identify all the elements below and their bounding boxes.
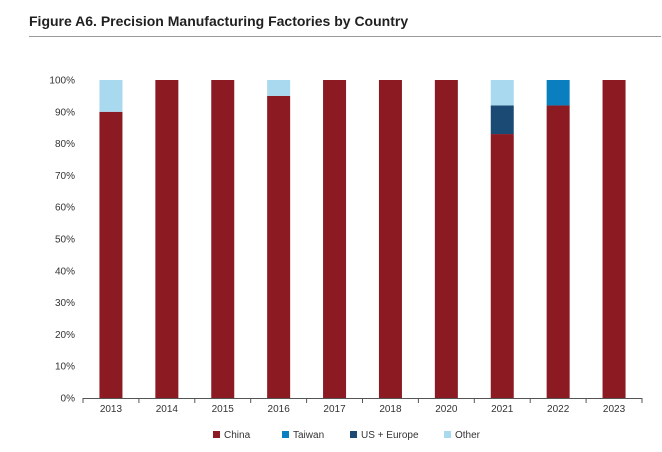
legend-swatch-taiwan [282,431,289,438]
y-axis: 0% 10% 20% 30% 40% 50% 60% 70% 80% 90% 100% [49,76,75,405]
bar-segment-china-2017 [323,80,347,398]
y-tick-label: 50% [55,235,75,246]
bar-segment-china-2021 [490,134,514,398]
bars [99,80,626,399]
y-tick-label: 40% [55,266,75,277]
legend: China Taiwan US + Europe Other [213,430,481,441]
bar-segment-china-2018 [378,80,402,398]
y-tick-label: 80% [55,139,75,150]
x-tick-label: 2016 [268,404,291,415]
bar-segment-us-europe-2021 [490,105,514,135]
y-tick-label: 90% [55,107,75,118]
x-tick-label: 2023 [603,404,626,415]
bar-segment-china-2016 [267,95,291,399]
y-tick-label: 30% [55,298,75,309]
title-divider [29,36,661,37]
legend-label: US + Europe [361,430,419,441]
y-tick-label: 60% [55,203,75,214]
chart-title: Figure A6. Precision Manufacturing Facto… [29,13,409,29]
y-tick-label: 20% [55,330,75,341]
bar-segment-china-2020 [434,80,458,398]
legend-swatch-us-europe [350,431,357,438]
x-tick-label: 2018 [379,404,402,415]
bar-segment-china-2022 [546,105,570,398]
bar-segment-china-2015 [211,80,235,398]
x-tick-label: 2022 [547,404,570,415]
legend-swatch-other [444,431,451,438]
x-axis: 2013 2014 2015 2016 2017 2018 2020 2021 2022 2023 [82,398,643,415]
x-tick-label: 2014 [156,404,179,415]
y-tick-label: 0% [61,394,76,405]
y-tick-label: 70% [55,171,75,182]
legend-label: Taiwan [293,430,324,441]
bar-segment-other-2013 [99,80,123,112]
bar-segment-china-2013 [99,111,123,399]
bar-segment-other-2021 [490,80,514,106]
legend-label: Other [455,430,481,441]
x-tick-label: 2017 [323,404,346,415]
x-tick-label: 2021 [491,404,514,415]
bar-segment-china-2014 [155,80,179,398]
bar-segment-other-2016 [267,80,291,96]
bar-segment-taiwan-2022 [546,80,570,106]
y-tick-label: 100% [49,76,75,87]
y-tick-label: 10% [55,362,75,373]
x-tick-label: 2020 [435,404,458,415]
x-tick-label: 2013 [100,404,123,415]
legend-swatch-china [213,431,220,438]
legend-label: China [224,430,251,441]
x-tick-label: 2015 [212,404,235,415]
bar-segment-china-2023 [602,80,626,398]
